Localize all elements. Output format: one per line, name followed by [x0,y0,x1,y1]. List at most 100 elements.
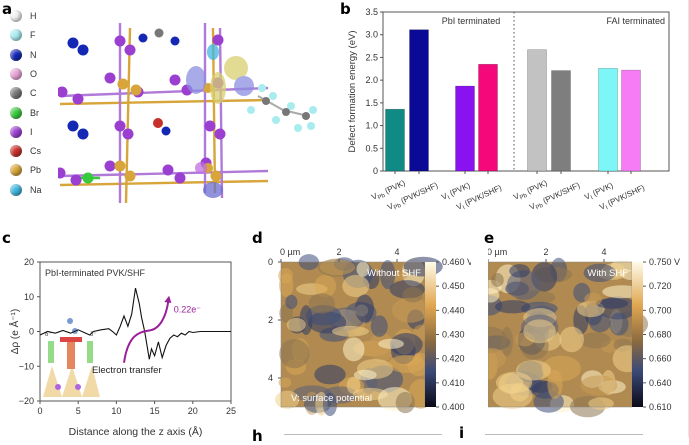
afm-domain [331,325,369,337]
afm-domain [356,261,370,277]
afm-domain [389,332,423,357]
legend-item-h: H [10,10,37,22]
colorbar-tick-label: 0.700 [649,305,672,315]
bar [551,70,571,172]
colorbar-tick-label: 0.400 [442,402,465,412]
bar [478,63,498,172]
x-tick-label: 4 [394,247,399,257]
afm-figure: 0.750 V 0.720 0.700 0.680 0.660 0.640 0.610 0 µ… [488,247,680,418]
legend-item-c: C [10,87,37,100]
legend-label: H [30,11,37,21]
panel-label-c: c [2,229,11,247]
x-tick-label: 2 [543,247,548,257]
legend-label: Br [30,107,39,118]
colorbar-tick-label: 0.460 V [442,257,471,267]
legend-label: O [30,68,38,79]
afm-map-note: V: surface potential [291,393,372,404]
x-axis-label: Distance along the z axis (Å) [69,425,203,437]
afm-domain [584,292,602,307]
y-tick-label: 3.0 [365,30,378,40]
atom-ball-icon [10,145,22,158]
arrow-head-icon [164,295,172,304]
afm-figure: 0.460 V 0.450 0.440 0.430 0.420 0.410 0.400 0 µ… [268,247,471,417]
crystal-structure-image [58,23,317,204]
x-tick-label: 15 [150,406,160,416]
colorbar-tick-label: 0.640 [649,378,672,388]
y-tick-label: 1.5 [365,98,378,108]
x-tick-label: 2 [336,247,341,257]
atom-ball-icon [10,164,22,177]
afm-domain [395,391,416,414]
y-tick-label: 2.0 [365,75,378,85]
x-tick-label: 25 [226,406,236,416]
atom-ball-icon [10,29,22,42]
electron-transfer-schematic-inset: δ⁻ δ⁻ [43,318,100,397]
electron-transfer-arrow [123,300,170,363]
y-tick-label: 0 [268,257,273,267]
bar [598,68,618,172]
colorbar-tick-label: 0.750 V [649,257,680,267]
afm-domain [506,270,541,300]
afm-map-title: With SHF [587,268,628,279]
plot-frame [382,11,670,172]
panel-label-d: d [252,229,263,247]
afm-domain [279,338,310,369]
delta-minus-label: δ⁻ [45,332,52,338]
afm-domain [402,287,423,303]
afm-domain [286,317,306,332]
bar [409,29,429,172]
afm-domain [588,397,614,410]
legend-item-o: O [10,67,38,80]
afm-domain [580,375,618,396]
afm-domain [580,332,611,349]
panel-label-a: a [2,0,13,18]
charge-transfer-value: 0.22e⁻ [174,304,202,314]
x-tick-label: 10 [111,406,121,416]
legend-item-pb: Pb [10,164,41,177]
y-tick-label: 4 [268,373,273,383]
afm-domain [583,263,616,283]
legend-item-f: F [10,29,36,42]
afm-map-title: Without SHF [367,268,421,279]
afm-domain [278,267,293,284]
afm-domain [559,326,584,353]
legend-label: F [30,30,36,41]
x-tick-label: 0 µm [488,247,507,257]
x-tick-label: 0 [37,406,42,416]
afm-domain [353,369,377,381]
afm-domain [342,337,365,362]
afm-domain [314,364,346,385]
legend-label: Na [30,184,42,195]
chart-title: PbI-terminated PVK/SHF [45,268,146,278]
y-tick-label: 1.0 [365,121,378,131]
legend-item-na: Na [10,183,42,196]
colorbar-tick-label: 0.450 [442,281,465,291]
defect-energy-bar-chart: 0 0.5 1.0 1.5 2.0 2.5 3.0 3.5 Defect formation e… [347,7,670,212]
afm-domain [342,274,370,298]
y-axis-label: Δρ (e Å⁻¹) [8,309,21,354]
atom-ball-icon [10,87,22,100]
afm-domain [488,288,500,303]
atom-ball-icon [10,48,22,61]
afm-domain [488,347,507,370]
y-tick-label: 2 [268,315,273,325]
annotation-pbi-terminated: PbI terminated [442,16,501,26]
y-tick-label: −20 [19,396,34,406]
colorbar-tick-label: 0.610 [649,402,672,412]
afm-domain [380,260,396,290]
legend-label: I [30,126,33,137]
colorbar-tick-label: 0.430 [442,330,465,340]
colorbar [632,262,643,407]
afm-domain [609,312,629,336]
y-tick-label: 3.5 [365,7,378,17]
bar [527,49,547,172]
bar [621,69,641,172]
afm-domain [388,355,425,374]
panel-h-frame-top [284,434,442,435]
afm-domain [391,297,429,323]
afm-domain [589,312,611,333]
atom-ball-icon [10,183,22,196]
panel-label-h: h [252,427,263,445]
bar [385,108,405,172]
